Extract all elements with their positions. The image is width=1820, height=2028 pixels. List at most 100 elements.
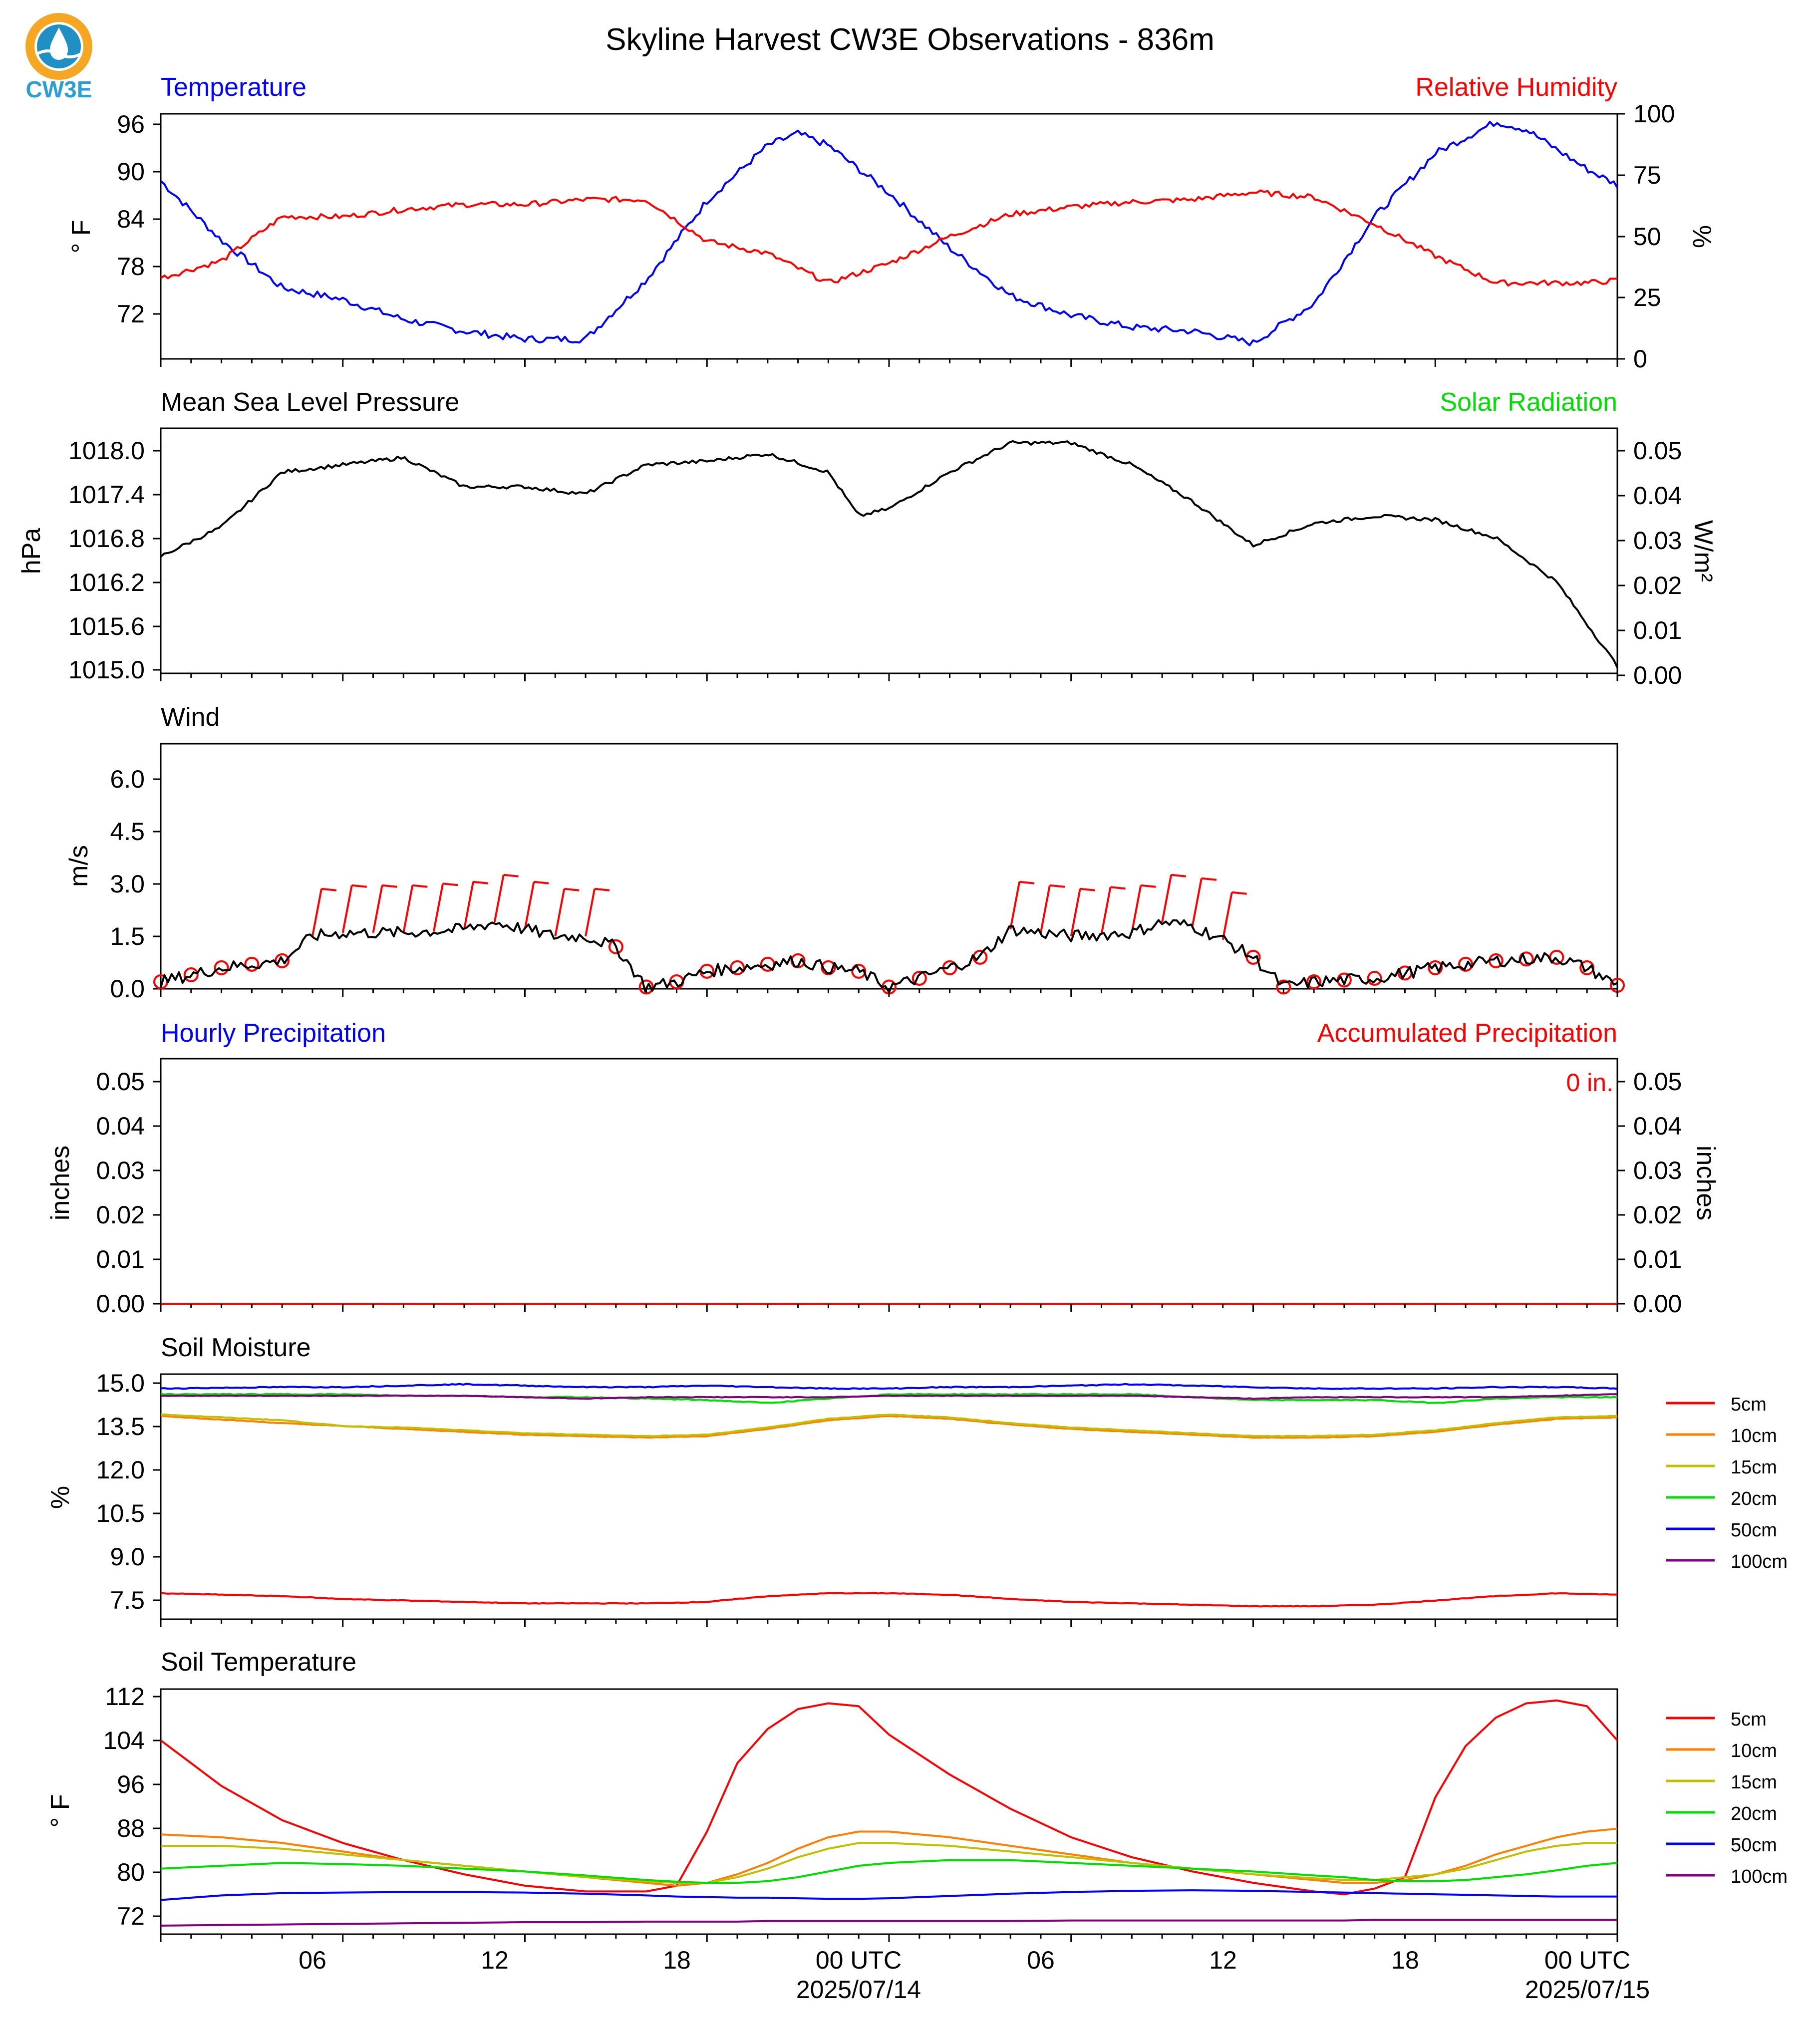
panel1-xticks: [160, 359, 1618, 367]
wind-barb: [493, 874, 505, 923]
panel4-ytick-label: 0.02: [96, 1201, 145, 1229]
panel6-ytick-label: 88: [117, 1814, 145, 1842]
panel3-ytick-label: 3.0: [110, 870, 145, 898]
panel2-yticks-left: 1018.0 1017.4 1016.8 1016.2 1015.6 1015.…: [68, 437, 161, 684]
panel2-ytick-right-label: 0.00: [1633, 661, 1682, 689]
panel5-ytick-label: 10.5: [96, 1499, 145, 1527]
wind-barb: [554, 888, 566, 937]
panel4-ytick-right-label: 0.00: [1633, 1290, 1682, 1318]
calm-wind-marker: [1367, 970, 1382, 986]
panel2-title-right: Solar Radiation: [1440, 388, 1617, 417]
xtick-label: 18: [663, 1946, 691, 1974]
logo-wave: [36, 49, 82, 58]
panel1-ytick-label: 78: [117, 253, 145, 281]
panel-soil-moisture: Soil Moisture 15.0 13.5 12.0 10.5 9.0 7.…: [46, 1333, 1788, 1627]
calm-wind-marker: [1306, 974, 1322, 989]
panel2-ytick-label: 1016.8: [68, 525, 145, 553]
calm-wind-marker: [1276, 979, 1291, 995]
panel1-frame: [160, 113, 1618, 360]
wind-barb: [311, 888, 322, 937]
panel4-yticks-left: 0.05 0.04 0.03 0.02 0.01 0.00: [96, 1068, 161, 1318]
panel1-ylabel-right: %: [1687, 225, 1716, 248]
panel1-title-right: Relative Humidity: [1415, 73, 1617, 102]
wind-barb-flag: [1110, 886, 1126, 890]
panel6-series-group: [160, 1699, 1618, 1927]
xtick-label: 06: [1027, 1946, 1055, 1974]
panel5-yticks-left: 15.0 13.5 12.0 10.5 9.0 7.5: [96, 1369, 161, 1614]
xtick-label: 00 UTC: [1544, 1946, 1630, 1974]
wind-barb-flag: [351, 884, 367, 888]
panel3-ytick-label: 4.5: [110, 818, 145, 846]
panel1-ytick-label: 84: [117, 205, 145, 233]
series-line-100cm: [160, 1393, 1618, 1400]
panel-wind: Wind 6.0 4.5 3.0 1.5 0.0 m/s: [64, 703, 1625, 1003]
wind-barbs-group: [153, 873, 1625, 995]
series-line-50cm: [160, 1383, 1618, 1390]
series-line-mean-sea-level-pressure: [160, 440, 1618, 668]
panel6-xticks: [160, 1934, 1618, 1942]
legend-label: 100cm: [1731, 1866, 1788, 1887]
wind-barb-flag: [1171, 873, 1187, 877]
legend-label: 5cm: [1731, 1709, 1767, 1730]
panel3-ytick-label: 1.5: [110, 922, 145, 950]
legend-label: 50cm: [1731, 1520, 1777, 1541]
calm-wind-marker: [244, 956, 260, 972]
x-axis-labels: 06 12 18 00 UTC 06 12 18 00 UTC 2025/07/…: [299, 1946, 1650, 2004]
panel3-title-left: Wind: [161, 703, 220, 732]
panel1-yticks-right: 100 75 50 25 0: [1617, 100, 1675, 373]
panel2-ytick-label: 1017.4: [68, 481, 145, 509]
panel6-ylabel: ° F: [46, 1794, 75, 1827]
panel4-ylabel: inches: [46, 1146, 75, 1220]
panel1-ytick-right-label: 50: [1633, 223, 1661, 251]
panel5-title-left: Soil Moisture: [161, 1333, 311, 1362]
xtick-label: 18: [1391, 1946, 1419, 1974]
panel6-ytick-label: 112: [105, 1683, 145, 1711]
xtick-label: 00 UTC: [816, 1946, 902, 1974]
panel2-series-group: [160, 440, 1618, 668]
calm-wind-marker: [638, 979, 654, 995]
calm-wind-marker: [1428, 960, 1443, 975]
legend-label: 100cm: [1731, 1551, 1788, 1572]
wind-barb-flag: [473, 880, 489, 884]
panel4-ytick-right-label: 0.01: [1633, 1245, 1682, 1273]
panel5-ytick-label: 13.5: [96, 1413, 145, 1441]
panel1-series-group: [160, 120, 1618, 346]
wind-barb-flag: [321, 887, 337, 891]
panel1-ytick-right-label: 75: [1633, 161, 1661, 189]
panel3-yticks-left: 6.0 4.5 3.0 1.5 0.0: [110, 765, 161, 1003]
legend-label: 15cm: [1731, 1457, 1777, 1478]
series-line-20cm: [160, 1859, 1618, 1884]
panel4-xticks: [160, 1304, 1618, 1312]
panel4-frame: [160, 1058, 1618, 1305]
panel3-ylabel: m/s: [64, 845, 93, 887]
panel4-ytick-label: 0.04: [96, 1112, 145, 1140]
wind-barb-flag: [1080, 887, 1095, 891]
panel6-legend: 5cm 10cm 15cm 20cm 50cm 100cm: [1666, 1709, 1788, 1887]
panel1-ytick-label: 72: [117, 300, 145, 328]
wind-barb: [1161, 874, 1173, 923]
panel4-ytick-label: 0.00: [96, 1290, 145, 1318]
calm-wind-marker: [911, 970, 927, 986]
calm-wind-marker: [851, 963, 867, 979]
panel2-title-left: Mean Sea Level Pressure: [161, 388, 459, 417]
panel4-ytick-label: 0.01: [96, 1245, 145, 1273]
panel2-frame: [160, 427, 1618, 674]
accumulated-total: 0 in.: [1566, 1069, 1613, 1097]
panel4-title-left: Hourly Precipitation: [161, 1019, 386, 1048]
panel5-ytick-label: 15.0: [96, 1369, 145, 1397]
xtick-label: 06: [299, 1946, 326, 1974]
legend-label: 20cm: [1731, 1803, 1777, 1824]
panel3-ytick-label: 6.0: [110, 765, 145, 793]
wind-barb: [524, 881, 535, 930]
panel2-yticks-right: 0.05 0.04 0.03 0.02 0.01 0.00: [1617, 437, 1682, 689]
legend-label: 50cm: [1731, 1835, 1777, 1856]
panel4-ylabel-right: inches: [1691, 1146, 1720, 1220]
panel2-ytick-right-label: 0.02: [1633, 572, 1682, 599]
xtick-date: 2025/07/15: [1525, 1976, 1650, 2004]
series-line-15cm: [160, 1413, 1618, 1438]
panel6-title-left: Soil Temperature: [161, 1648, 356, 1677]
wind-barb-flag: [503, 873, 519, 877]
panel1-ytick-label: 96: [117, 110, 145, 138]
series-line-temperature: [160, 120, 1618, 346]
wind-barb-flag: [534, 880, 549, 884]
